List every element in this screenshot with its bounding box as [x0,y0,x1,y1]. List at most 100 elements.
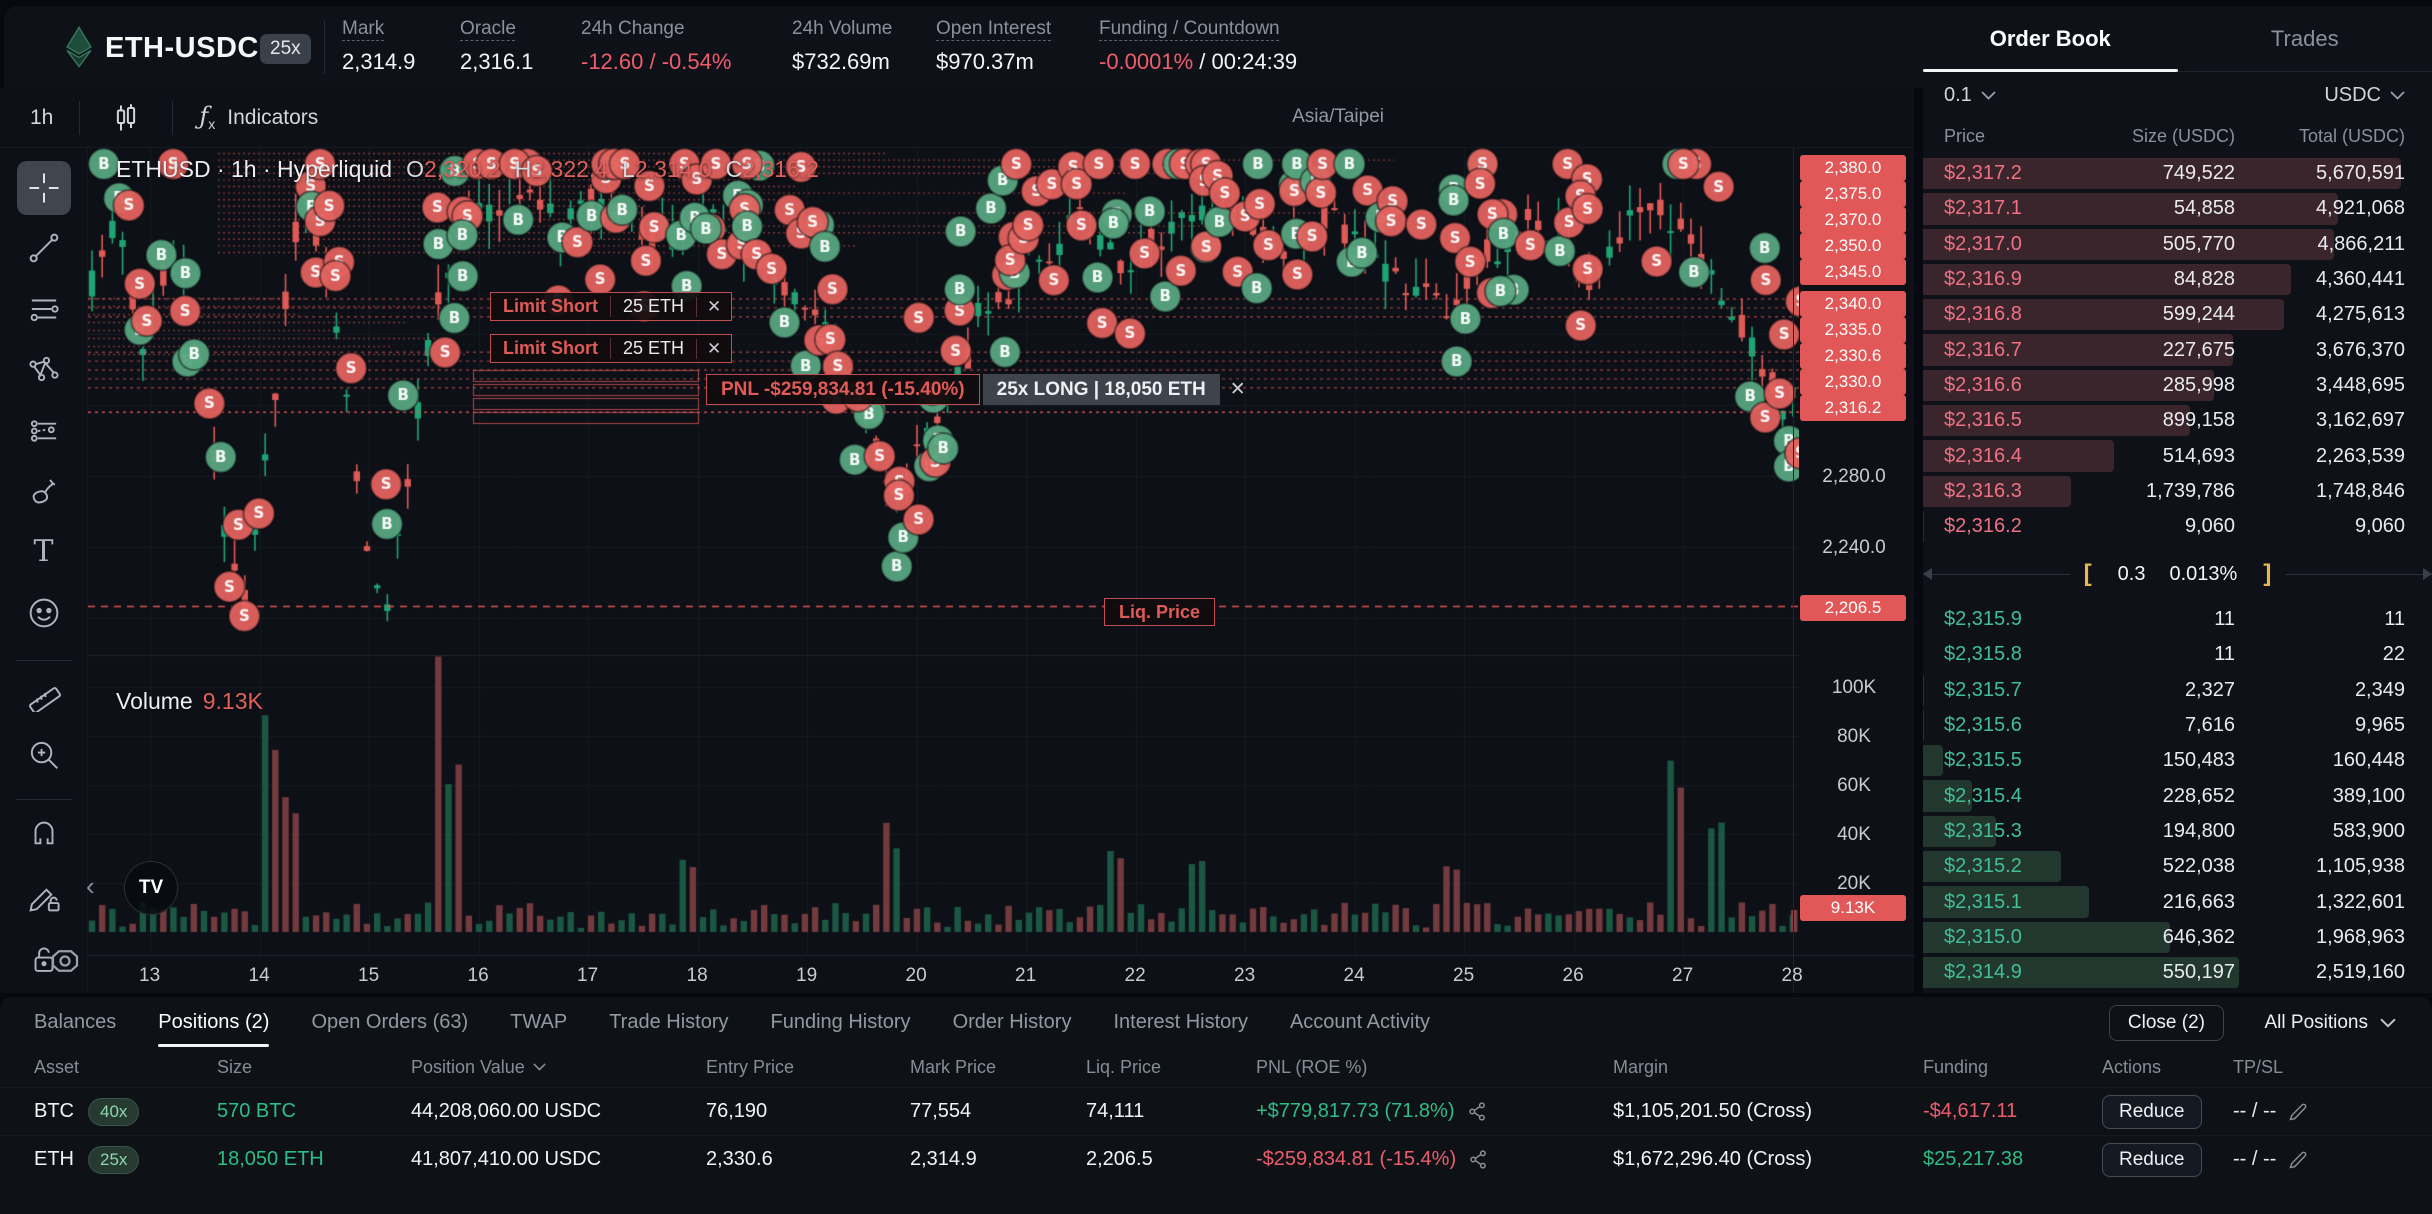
ask-row[interactable]: $2,316.5 899,158 3,162,697 [1923,403,2432,438]
bid-row[interactable]: $2,314.9 550,197 2,519,160 [1923,955,2432,990]
bid-row[interactable]: $2,315.3 194,800 583,900 [1923,814,2432,849]
ob-total: 1,322,601 [2316,890,2405,913]
positions-filter-dropdown[interactable]: All Positions [2265,1005,2397,1041]
ob-total: 3,448,695 [2316,373,2405,396]
ob-price: $2,316.8 [1944,303,2022,326]
timezone-label[interactable]: Asia/Taipei [1292,106,1384,127]
bottom-tab-funding-history[interactable]: Funding History [770,1010,911,1033]
ask-row[interactable]: $2,317.1 54,858 4,921,068 [1923,191,2432,226]
col-header-mark-price[interactable]: Mark Price [910,1056,997,1077]
bottom-tab-trade-history[interactable]: Trade History [609,1010,729,1033]
ob-size: 54,858 [2173,197,2235,220]
col-header-pnl-roe-[interactable]: PNL (ROE %) [1256,1056,1368,1077]
stat-value: -12.60 / -0.54% [581,49,732,74]
interval-button[interactable]: 1h [30,105,54,129]
ask-row[interactable]: $2,316.8 599,244 4,275,613 [1923,297,2432,332]
ob-size: 285,998 [2162,373,2235,396]
bid-row[interactable]: $2,315.4 228,652 389,100 [1923,778,2432,813]
leverage-badge[interactable]: 25x [260,34,311,64]
share-icon[interactable] [1467,1101,1488,1122]
price-chart-canvas[interactable] [88,148,1799,993]
col-header-funding[interactable]: Funding [1923,1056,1989,1077]
zoom-in-icon[interactable] [17,728,71,782]
bid-row[interactable]: $2,315.0 646,362 1,968,963 [1923,920,2432,955]
reduce-button[interactable]: Reduce [2102,1094,2202,1129]
time-axis[interactable]: 13 14 15 16 17 18 19 20 21 22 23 24 25 26 27 28 [88,955,1914,993]
order-tag-close-icon[interactable]: ✕ [696,338,731,359]
share-icon[interactable] [1468,1149,1489,1170]
bid-row[interactable]: $2,315.5 150,483 160,448 [1923,743,2432,778]
col-header-actions[interactable]: Actions [2102,1056,2162,1077]
xabcd-pattern-icon[interactable] [17,342,71,396]
legend-h-value: 2,322.4 [531,156,609,182]
order-tag-close-icon[interactable]: ✕ [696,296,731,317]
unit-select[interactable]: USDC [2324,84,2405,107]
ask-row[interactable]: $2,316.3 1,739,786 1,748,846 [1923,474,2432,509]
ask-row[interactable]: $2,316.4 514,693 2,263,539 [1923,438,2432,473]
col-header-asset[interactable]: Asset [34,1056,80,1077]
bid-row[interactable]: $2,315.7 2,327 2,349 [1923,673,2432,708]
ruler-icon[interactable] [17,668,71,722]
bid-row[interactable]: $2,315.9 11 11 [1923,602,2432,637]
col-header-size[interactable]: Size [217,1056,253,1077]
time-axis-label: 13 [139,965,161,986]
col-header-liq-price[interactable]: Liq. Price [1086,1056,1162,1077]
stat-label[interactable]: Mark [342,18,385,39]
close-all-button[interactable]: Close (2) [2108,1005,2224,1041]
stat-label[interactable]: Oracle [460,18,516,39]
emoji-icon[interactable] [17,586,71,640]
ask-row[interactable]: $2,316.2 9,060 9,060 [1923,509,2432,544]
bid-row[interactable]: $2,315.1 216,663 1,322,601 [1923,884,2432,919]
tick-size-select[interactable]: 0.1 [1944,84,1996,107]
limit-order-tag[interactable]: Limit Short 25 ETH ✕ [490,292,733,321]
bottom-tab-twap[interactable]: TWAP [510,1010,568,1033]
chart-settings-gear-icon[interactable] [47,943,83,979]
limit-order-tag[interactable]: Limit Short 25 ETH ✕ [490,334,733,363]
text-icon[interactable]: T [33,534,54,569]
crosshair-icon[interactable] [16,161,71,215]
bottom-tab-positions-2-[interactable]: Positions (2) [158,997,270,1047]
long-short-position-icon[interactable] [17,404,71,458]
edit-pencil-icon[interactable] [2288,1102,2308,1122]
bottom-tab-balances[interactable]: Balances [34,1010,117,1033]
col-header-margin[interactable]: Margin [1613,1056,1669,1077]
bid-row[interactable]: $2,315.8 11 22 [1923,637,2432,672]
brush-icon[interactable] [17,465,71,519]
bottom-tab-order-history[interactable]: Order History [952,1010,1072,1033]
time-axis-label: 26 [1562,965,1584,986]
col-header-position-value[interactable]: Position Value [411,1057,706,1078]
order-book-tab-order-book[interactable]: Order Book [1923,6,2178,72]
candle-style-button[interactable] [106,98,146,138]
indicators-button[interactable]: ƒx Indicators [199,102,319,133]
horizontal-lines-icon[interactable] [17,282,71,336]
ask-row[interactable]: $2,316.9 84,828 4,360,441 [1923,262,2432,297]
ask-row[interactable]: $2,316.6 285,998 3,448,695 [1923,368,2432,403]
ask-row[interactable]: $2,317.0 505,770 4,866,211 [1923,227,2432,262]
bottom-tab-account-activity[interactable]: Account Activity [1289,1010,1431,1033]
header-divider [324,20,325,74]
edit-pencil-icon[interactable] [2288,1150,2308,1170]
ask-row[interactable]: $2,316.7 227,675 3,676,370 [1923,332,2432,367]
col-header-entry-price[interactable]: Entry Price [706,1056,795,1077]
ask-row[interactable]: $2,317.2 749,522 5,670,591 [1923,156,2432,191]
collapse-panel-chevron[interactable]: ‹ [86,871,95,901]
price-axis[interactable]: 2,380.0 2,375.0 2,370.0 2,350.0 2,345.0 2,340… [1793,148,1914,993]
pnl-tooltip-close-icon[interactable]: ✕ [1229,379,1246,400]
stat-24h-change: 24h Change -12.60 / -0.54% [581,18,731,75]
col-header-tp-sl[interactable]: TP/SL [2233,1056,2284,1077]
trendline-icon[interactable] [17,221,71,275]
reduce-button[interactable]: Reduce [2102,1142,2202,1177]
bottom-tab-interest-history[interactable]: Interest History [1113,1010,1248,1033]
draw-lock-icon[interactable] [17,870,71,924]
bottom-tab-open-orders-63-[interactable]: Open Orders (63) [311,1010,469,1033]
stat-label[interactable]: Funding / Countdown [1099,18,1280,39]
volume-axis-label: 60K [1837,775,1871,796]
stat-label[interactable]: Open Interest [936,18,1052,39]
bid-row[interactable]: $2,315.6 7,616 9,965 [1923,708,2432,743]
order-book-tab-trades[interactable]: Trades [2270,25,2339,51]
magnet-icon[interactable] [17,809,71,863]
pair-title[interactable]: ETH-USDC [105,32,259,64]
ob-price: $2,316.7 [1944,338,2022,361]
tradingview-logo[interactable]: TV [124,861,178,915]
bid-row[interactable]: $2,315.2 522,038 1,105,938 [1923,849,2432,884]
